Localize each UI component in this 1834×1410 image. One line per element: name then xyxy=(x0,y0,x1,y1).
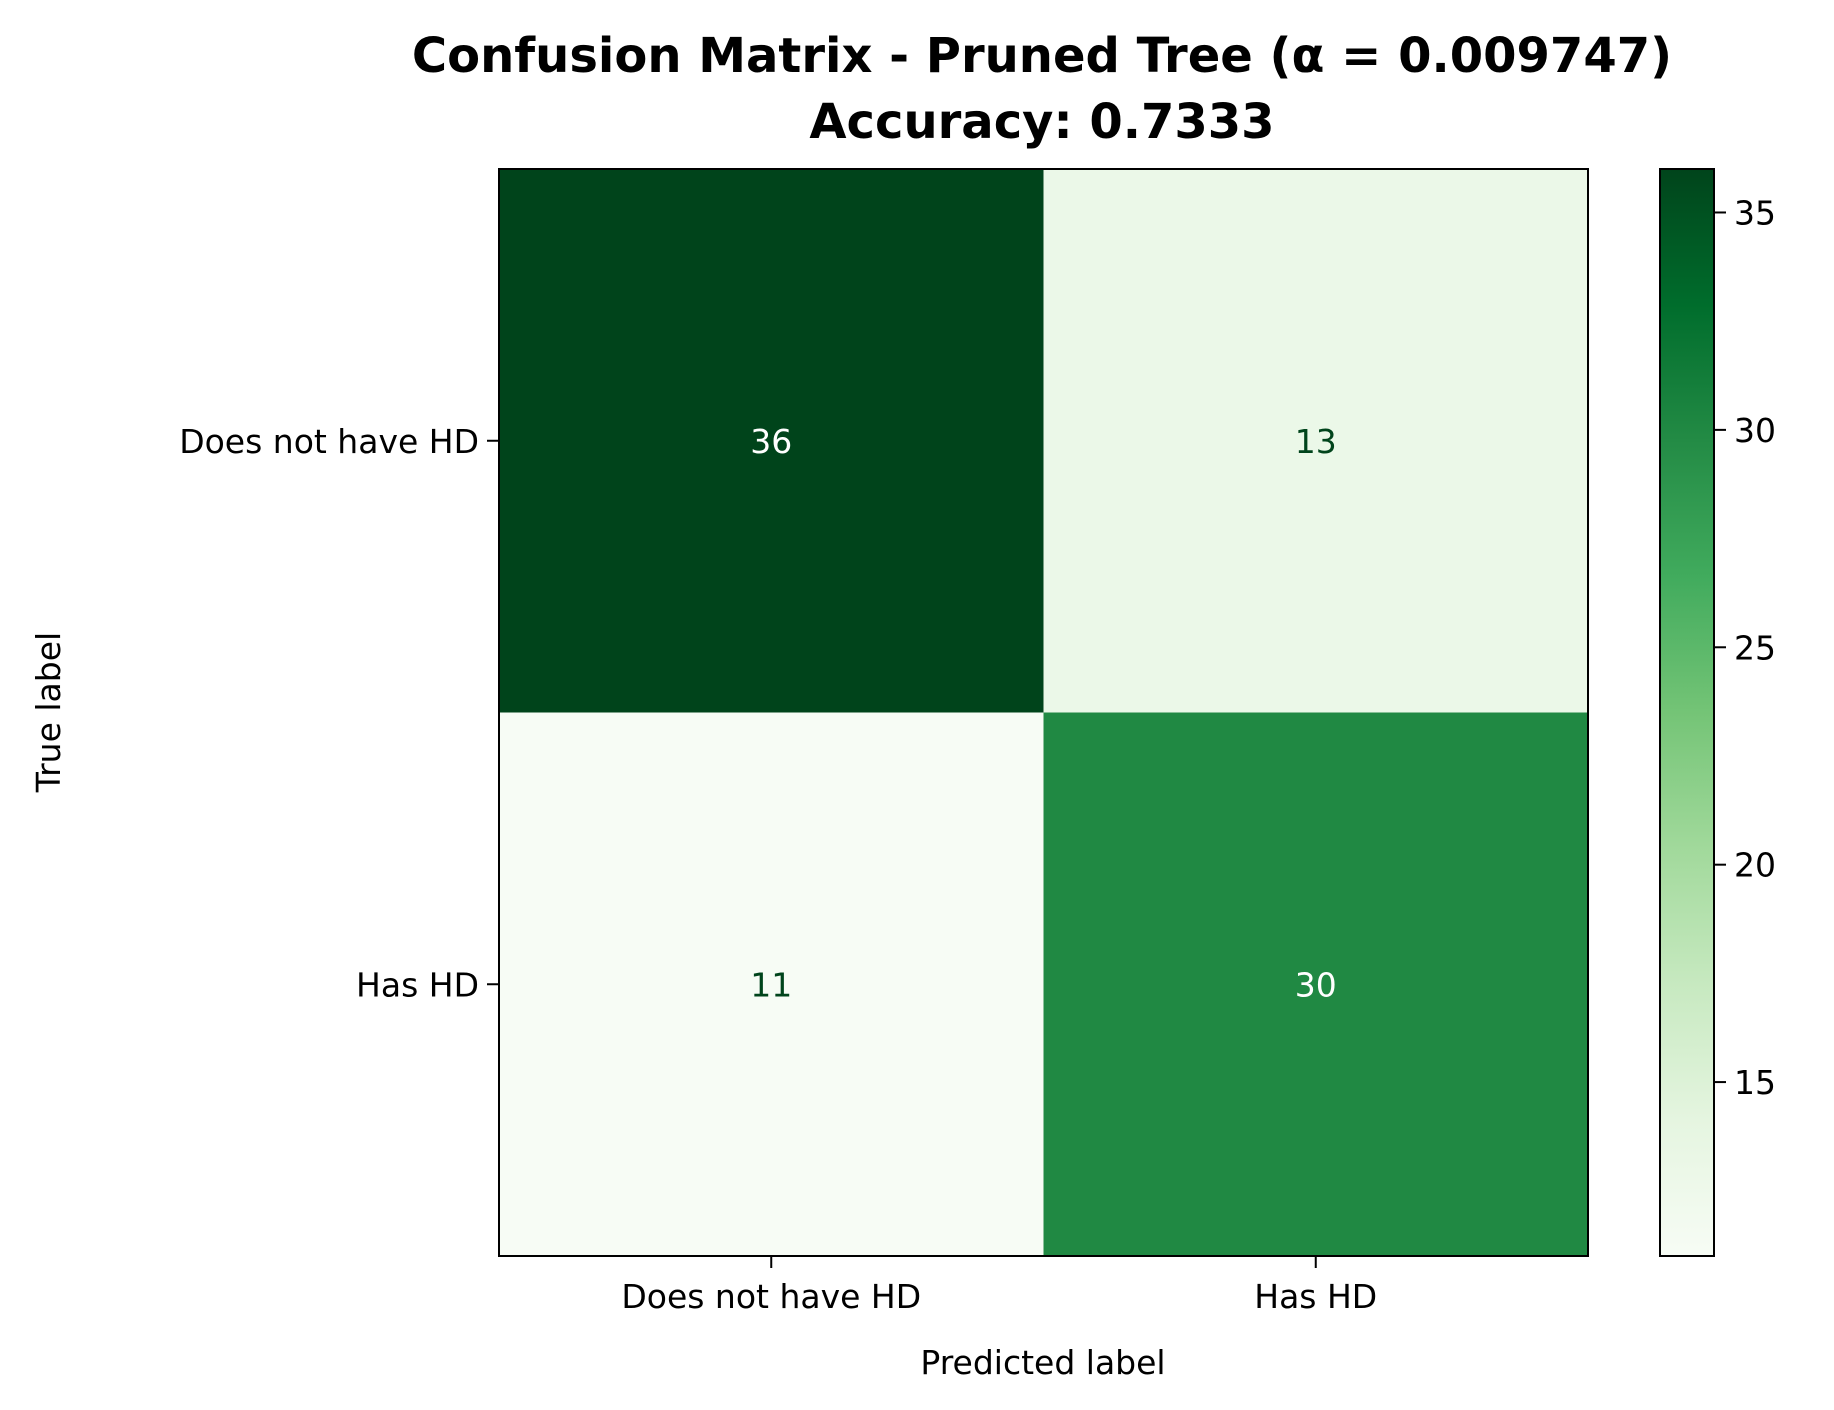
colorbar-tick-label-3: 30 xyxy=(1734,411,1776,450)
chart-title-line-1: Confusion Matrix - Pruned Tree (α = 0.00… xyxy=(412,28,1672,84)
heatmap-cell-labels: 36 13 11 30 xyxy=(750,422,1337,1005)
plot-frame xyxy=(498,168,1589,1257)
colorbar-tick-label-1: 20 xyxy=(1734,846,1776,885)
cell-1-0 xyxy=(499,712,1044,1256)
x-axis-label: Predicted label xyxy=(920,1343,1165,1382)
x-tick-label-1: Has HD xyxy=(1254,1277,1377,1316)
cell-0-0 xyxy=(499,169,1044,713)
y-tick-label-1: Has HD xyxy=(356,965,479,1004)
colorbar-gradient xyxy=(1659,168,1715,1257)
colorbar-tick-label-2: 25 xyxy=(1734,628,1776,667)
y-axis-label: True label xyxy=(29,632,68,793)
colorbar-ticks: 15 20 25 30 35 xyxy=(1714,193,1776,1102)
chart-title-line-2: Accuracy: 0.7333 xyxy=(809,94,1274,150)
x-axis: Does not have HD Has HD xyxy=(621,1256,1377,1316)
y-tick-label-0: Does not have HD xyxy=(179,422,479,461)
cell-value-0-0: 36 xyxy=(750,422,792,461)
y-axis: Does not have HD Has HD xyxy=(179,422,499,1004)
colorbar: 15 20 25 30 35 xyxy=(1659,168,1776,1257)
cell-value-1-1: 30 xyxy=(1295,965,1337,1004)
cell-value-0-1: 13 xyxy=(1295,422,1337,461)
colorbar-tick-label-0: 15 xyxy=(1734,1063,1776,1102)
cell-0-1 xyxy=(1043,169,1588,713)
cell-1-1 xyxy=(1043,712,1588,1256)
heatmap-cells xyxy=(499,169,1588,1256)
colorbar-tick-label-4: 35 xyxy=(1734,193,1776,232)
x-tick-label-0: Does not have HD xyxy=(621,1277,921,1316)
cell-value-1-0: 11 xyxy=(750,965,792,1004)
